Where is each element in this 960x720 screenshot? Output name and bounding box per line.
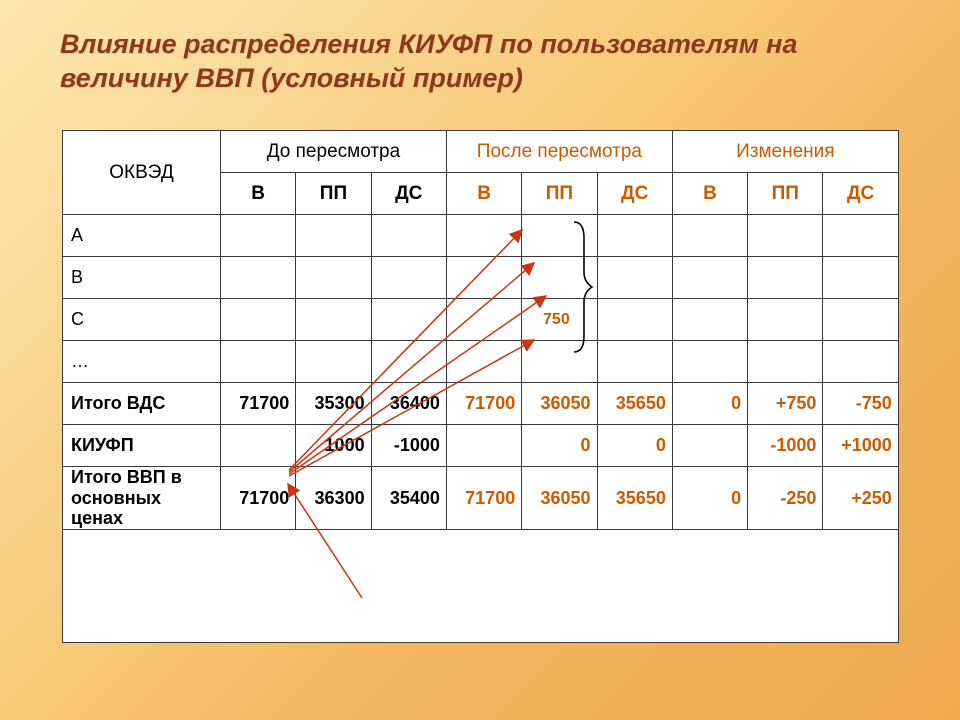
group-after: После пересмотра	[446, 131, 672, 173]
sub-pp1: ПП	[296, 173, 371, 215]
page-title: Влияние распределения КИУФП по пользоват…	[60, 28, 900, 96]
vds-0: 71700	[221, 383, 296, 425]
kiufp-1: 1000	[296, 425, 371, 467]
sub-b1: В	[221, 173, 296, 215]
vds-8: -750	[823, 383, 898, 425]
vds-5: 35650	[597, 383, 672, 425]
sub-ds2: ДС	[597, 173, 672, 215]
sub-pp2: ПП	[522, 173, 597, 215]
row-vvp: Итого ВВП в основных ценах	[63, 467, 221, 530]
kiufp-2: -1000	[371, 425, 446, 467]
vds-4: 36050	[522, 383, 597, 425]
kiufp-4: 0	[522, 425, 597, 467]
vvp-2: 35400	[371, 467, 446, 530]
vvp-5: 35650	[597, 467, 672, 530]
footer-cell: 250 Конечное потребление домашних хозяйс…	[63, 530, 899, 643]
vvp-6: 0	[672, 467, 747, 530]
sub-b2: В	[446, 173, 521, 215]
c-pp-after: 750	[522, 299, 597, 341]
row-vds: Итого ВДС	[63, 383, 221, 425]
vds-7: +750	[748, 383, 823, 425]
sub-ds1: ДС	[371, 173, 446, 215]
row-dots: …	[63, 341, 221, 383]
group-before: До пересмотра	[221, 131, 447, 173]
vds-2: 36400	[371, 383, 446, 425]
okved-header: ОКВЭД	[63, 131, 221, 215]
vvp-7: -250	[748, 467, 823, 530]
kiufp-5: 0	[597, 425, 672, 467]
vvp-1: 36300	[296, 467, 371, 530]
vvp-4: 36050	[522, 467, 597, 530]
sub-ds3: ДС	[823, 173, 898, 215]
kiufp-3	[446, 425, 521, 467]
data-table: ОКВЭД До пересмотра После пересмотра Изм…	[62, 130, 898, 643]
vvp-0: 71700	[221, 467, 296, 530]
row-b: B	[63, 257, 221, 299]
row-kiufp: КИУФП	[63, 425, 221, 467]
row-c: C	[63, 299, 221, 341]
sub-b3: В	[672, 173, 747, 215]
sub-pp3: ПП	[748, 173, 823, 215]
kiufp-8: +1000	[823, 425, 898, 467]
kiufp-6	[672, 425, 747, 467]
group-changes: Изменения	[672, 131, 898, 173]
vds-1: 35300	[296, 383, 371, 425]
vds-3: 71700	[446, 383, 521, 425]
vvp-8: +250	[823, 467, 898, 530]
vvp-3: 71700	[446, 467, 521, 530]
kiufp-0	[221, 425, 296, 467]
kiufp-7: -1000	[748, 425, 823, 467]
vds-6: 0	[672, 383, 747, 425]
row-a: A	[63, 215, 221, 257]
